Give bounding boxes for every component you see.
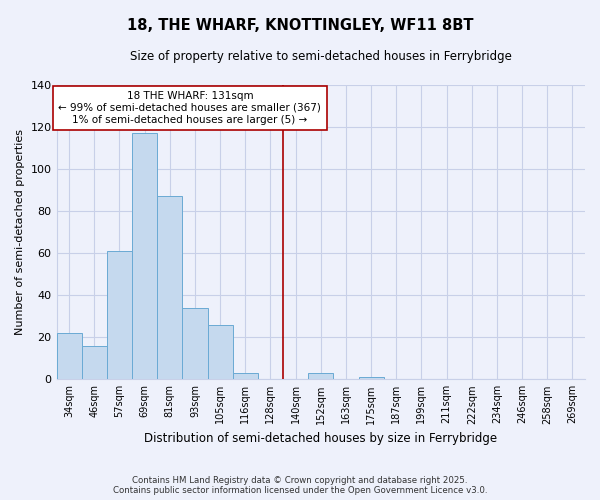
Title: Size of property relative to semi-detached houses in Ferrybridge: Size of property relative to semi-detach… — [130, 50, 512, 63]
Bar — [233, 373, 258, 380]
Bar — [82, 346, 107, 380]
Bar — [132, 134, 157, 380]
Text: Contains HM Land Registry data © Crown copyright and database right 2025.
Contai: Contains HM Land Registry data © Crown c… — [113, 476, 487, 495]
Bar — [56, 333, 82, 380]
Bar — [359, 377, 383, 380]
Bar — [157, 196, 182, 380]
Bar — [308, 373, 334, 380]
Text: 18, THE WHARF, KNOTTINGLEY, WF11 8BT: 18, THE WHARF, KNOTTINGLEY, WF11 8BT — [127, 18, 473, 32]
Text: 18 THE WHARF: 131sqm
← 99% of semi-detached houses are smaller (367)
1% of semi-: 18 THE WHARF: 131sqm ← 99% of semi-detac… — [58, 92, 322, 124]
Bar — [107, 251, 132, 380]
X-axis label: Distribution of semi-detached houses by size in Ferrybridge: Distribution of semi-detached houses by … — [144, 432, 497, 445]
Bar — [182, 308, 208, 380]
Y-axis label: Number of semi-detached properties: Number of semi-detached properties — [15, 129, 25, 335]
Bar — [208, 324, 233, 380]
